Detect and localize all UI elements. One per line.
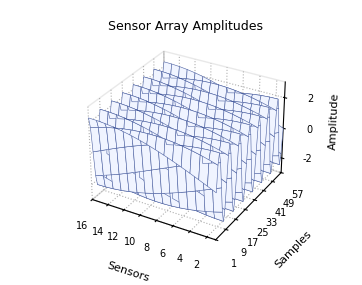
X-axis label: Sensors: Sensors xyxy=(105,261,150,284)
Title: Sensor Array Amplitudes: Sensor Array Amplitudes xyxy=(108,20,263,33)
Y-axis label: Samples: Samples xyxy=(273,229,313,270)
